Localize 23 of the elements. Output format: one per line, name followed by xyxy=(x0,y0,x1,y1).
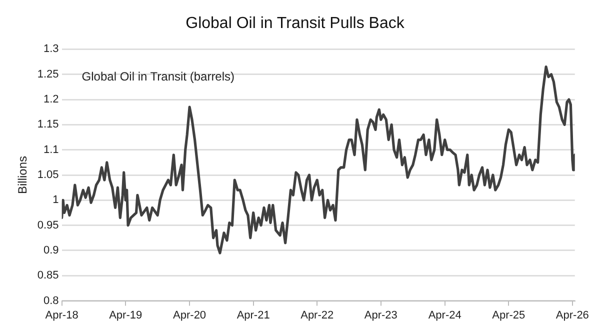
x-tick-label: Apr-26 xyxy=(556,309,589,322)
x-tick-label: Apr-18 xyxy=(45,309,78,322)
text: Global Oil in Transit (barrels) xyxy=(82,70,235,84)
x-tick-label: Apr-25 xyxy=(492,309,526,322)
y-tick-label: 1.25 xyxy=(37,68,59,80)
y-tick-label: 1.3 xyxy=(44,43,59,56)
y-tick-label: 1 xyxy=(52,194,59,206)
y-tick-label: 1.15 xyxy=(37,118,59,131)
x-tick-label: Apr-24 xyxy=(428,309,462,322)
y-tick-label: 1.05 xyxy=(37,169,59,182)
y-axis-title: Billions xyxy=(16,156,30,194)
y-tick-label: 1.2 xyxy=(44,94,59,106)
y-tick-label: 1.1 xyxy=(44,144,59,156)
x-tick-label: Apr-22 xyxy=(300,309,334,322)
x-tick-label: Apr-20 xyxy=(173,309,206,322)
y-tick-label: 0.95 xyxy=(37,219,59,232)
x-tick-label: Apr-23 xyxy=(364,309,398,322)
y-tick-label: 0.9 xyxy=(44,244,59,257)
x-tick-label: Apr-21 xyxy=(236,309,270,322)
y-tick-label: 0.85 xyxy=(37,270,59,282)
chart-title: Global Oil in Transit Pulls Back xyxy=(186,15,406,32)
y-tick-label: 0.8 xyxy=(44,294,59,307)
x-tick-label: Apr-19 xyxy=(109,309,142,322)
